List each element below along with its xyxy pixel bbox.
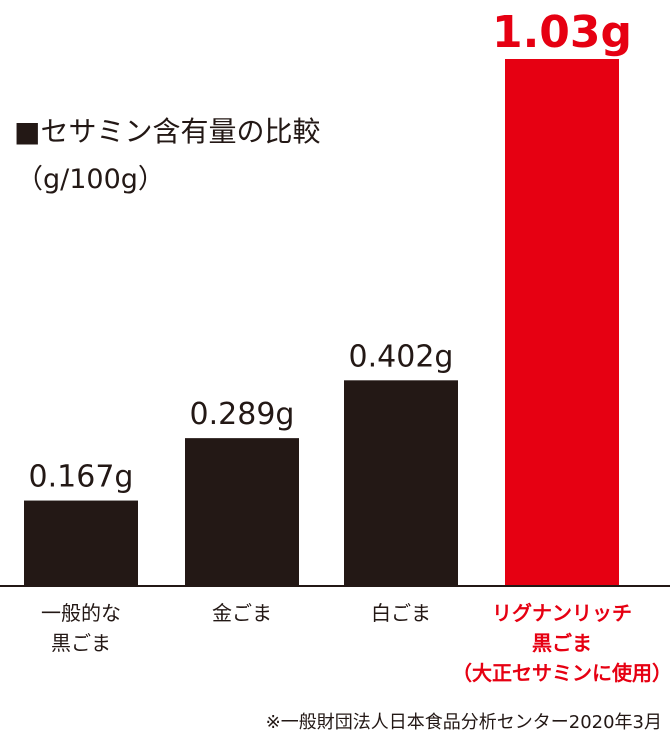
value-label-0: 0.167g	[29, 460, 134, 495]
category-label-3-0: リグナンリッチ	[492, 601, 632, 625]
bar-2	[344, 380, 458, 586]
source-note: ※一般財団法人日本食品分析センター2020年3月	[266, 712, 662, 733]
bar-0	[24, 500, 138, 586]
category-label-0-1: 黒ごま	[51, 631, 111, 655]
value-labels-group: 0.167g 0.289g 0.402g 1.03g	[29, 7, 633, 495]
bar-3	[505, 59, 619, 586]
chart-unit: （g/100g）	[16, 164, 165, 195]
value-label-3: 1.03g	[492, 7, 632, 58]
bar-1	[185, 438, 299, 586]
value-label-2: 0.402g	[349, 339, 454, 374]
category-label-3-2: （大正セサミンに使用）	[452, 661, 670, 685]
category-label-0-0: 一般的な	[41, 601, 121, 625]
value-label-1: 0.289g	[190, 397, 295, 432]
category-label-3-1: 黒ごま	[532, 631, 592, 655]
bars-group	[24, 59, 619, 586]
category-label-1-0: 金ごま	[212, 601, 272, 625]
chart-title: ■セサミン含有量の比較	[14, 115, 320, 148]
category-label-2-0: 白ごま	[371, 601, 431, 625]
